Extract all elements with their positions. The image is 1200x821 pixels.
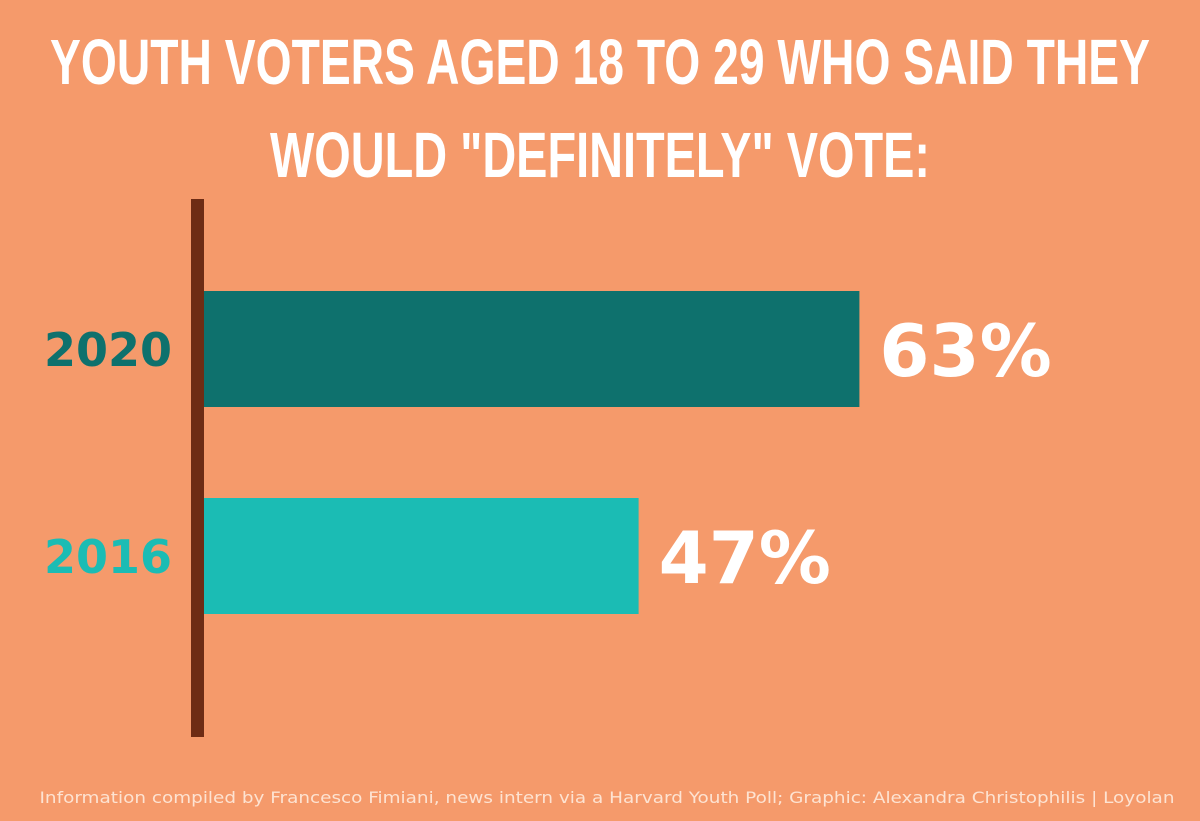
chart-title-line-1: YOUTH VOTERS AGED 18 TO 29 WHO SAID THEY xyxy=(50,26,1150,98)
bar-2016 xyxy=(204,498,639,614)
y-axis-line xyxy=(191,199,204,737)
bar-2020 xyxy=(204,291,860,407)
source-credit: Information compiled by Francesco Fimian… xyxy=(40,788,1175,807)
data-label-2020: 63% xyxy=(879,309,1051,393)
category-label-2020: 2020 xyxy=(44,323,172,377)
category-label-2016: 2016 xyxy=(44,530,172,584)
data-label-2016: 47% xyxy=(659,516,831,600)
chart-title-line-2: WOULD "DEFINITELY" VOTE: xyxy=(270,119,930,191)
